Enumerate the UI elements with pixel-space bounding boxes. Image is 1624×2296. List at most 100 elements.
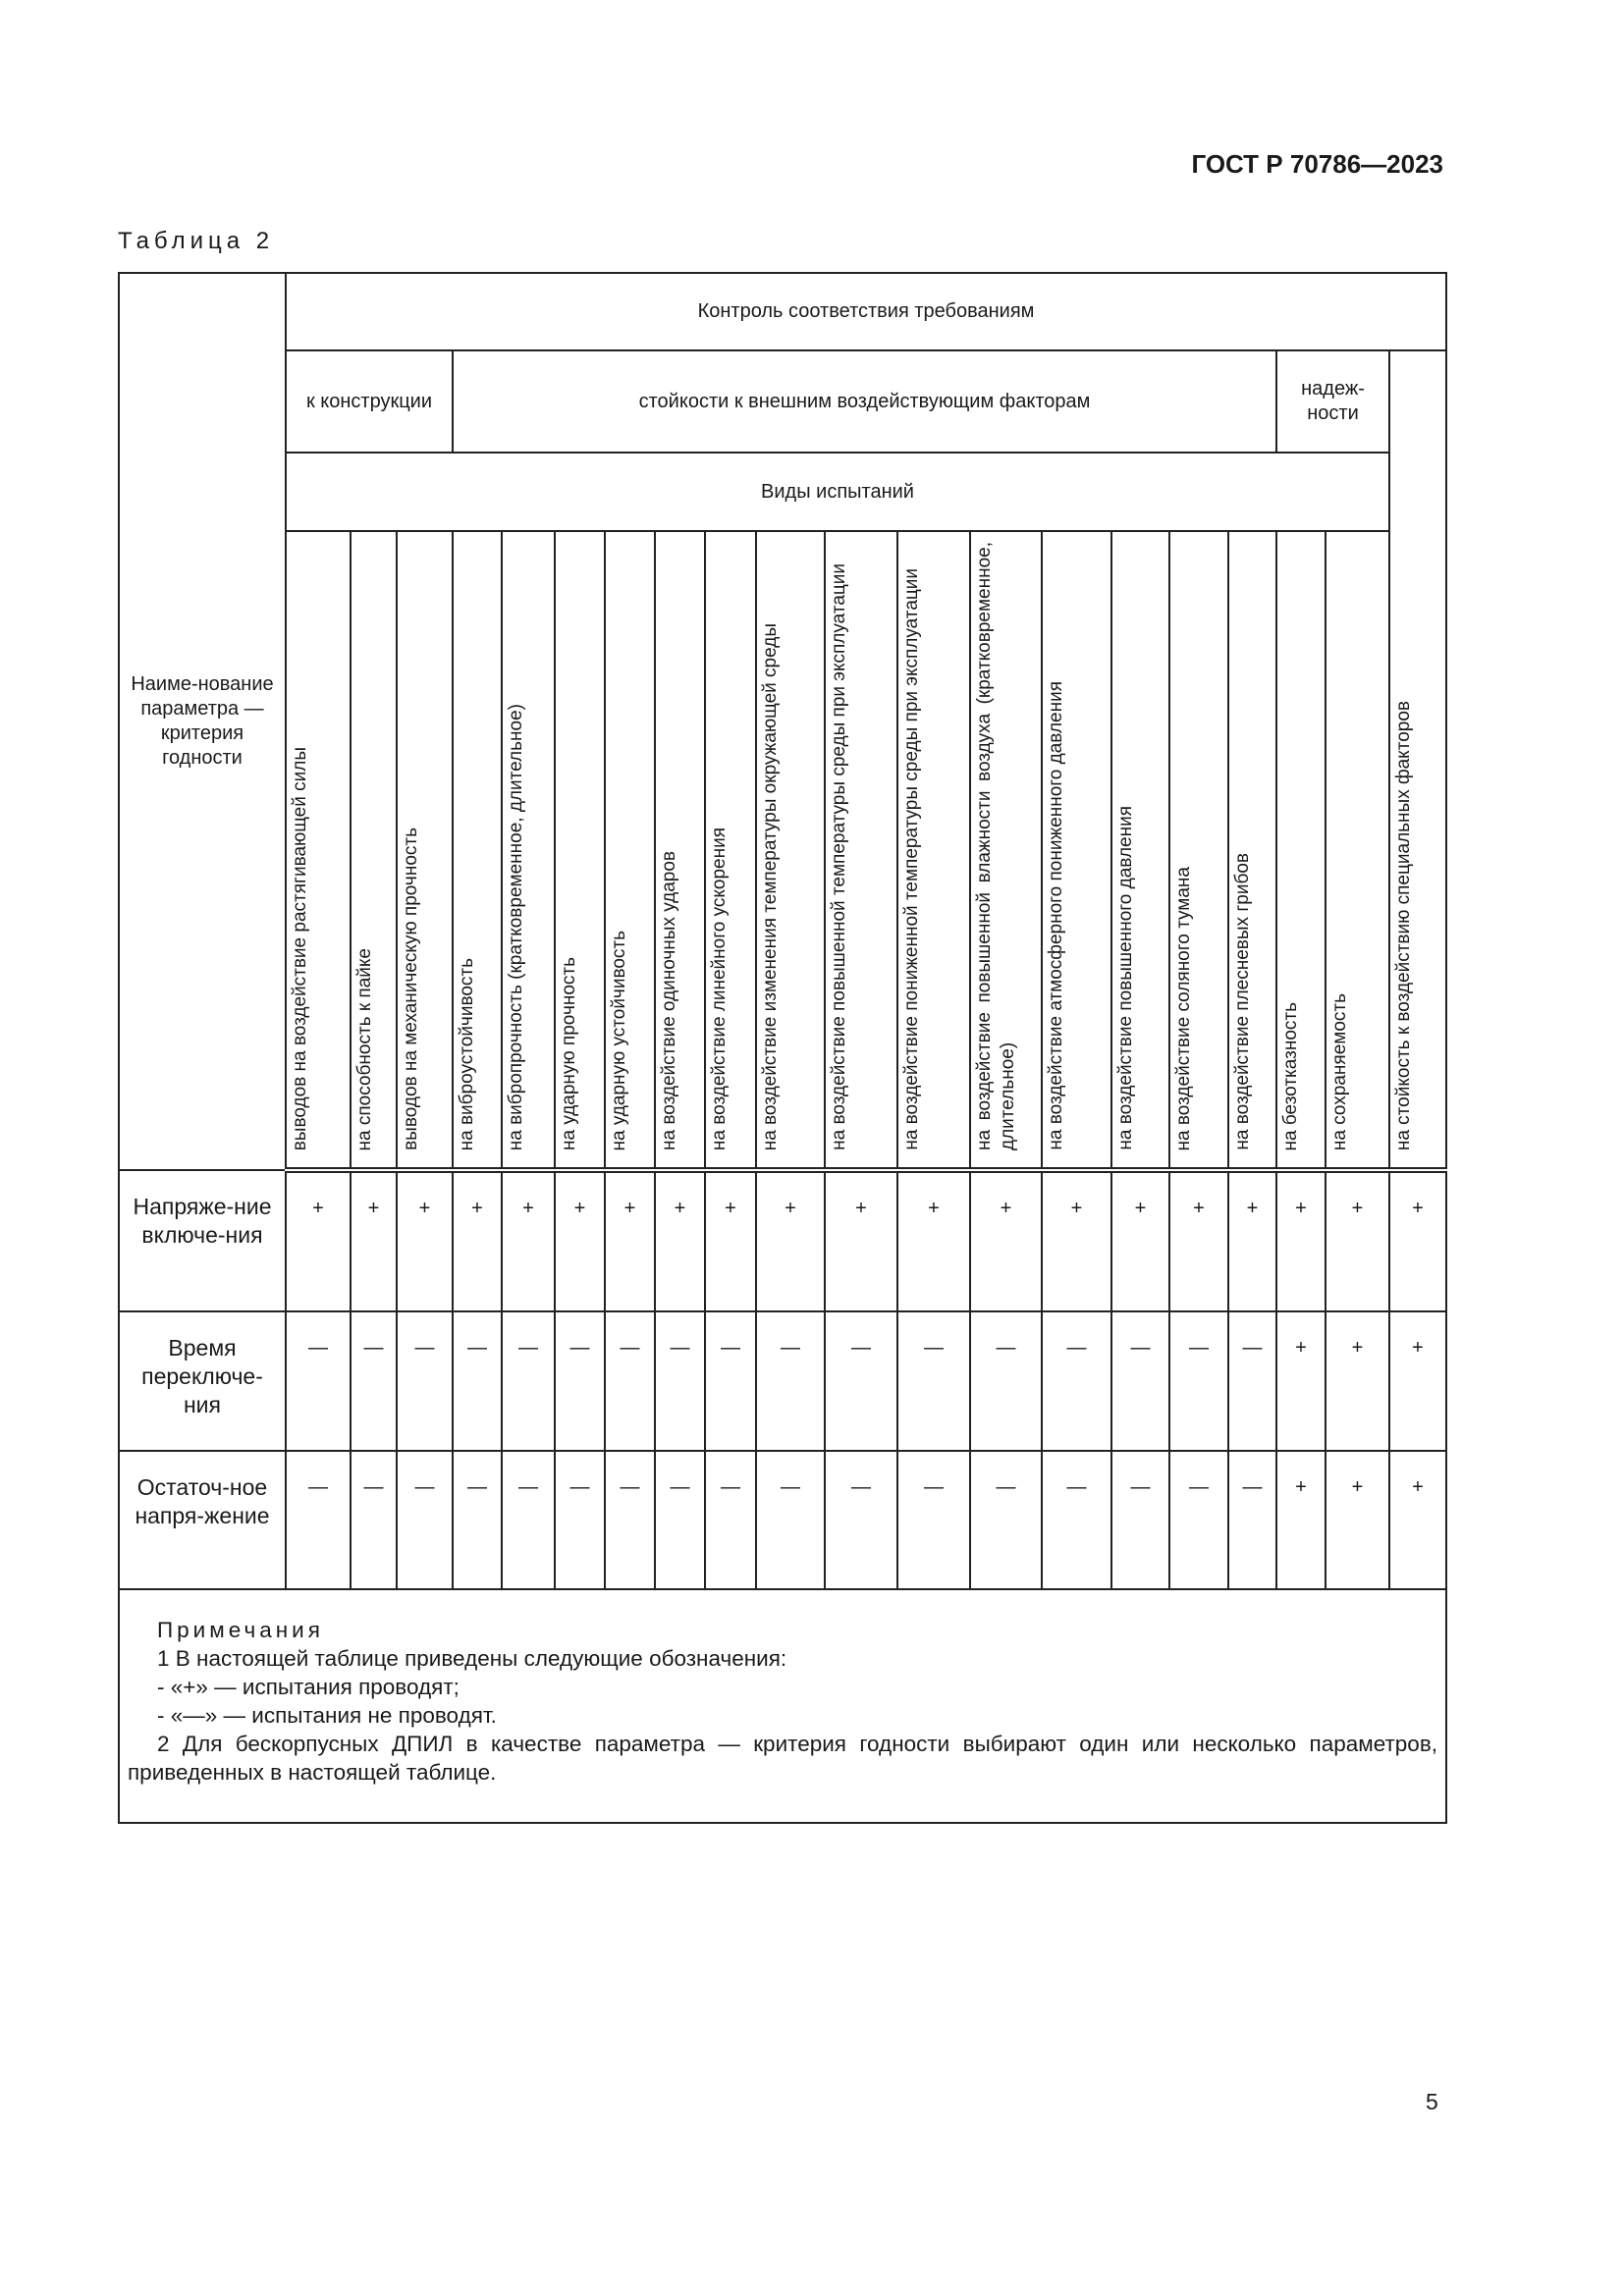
column-header: на ударную прочность (554, 530, 606, 1173)
test-mark: — (755, 1310, 826, 1452)
parameter-name: Время переключе-ния (118, 1310, 287, 1452)
group-resistance: стойкости к внешним воздействующим факто… (452, 349, 1277, 454)
notes: Примечания 1 В настоящей таблице приведе… (117, 1588, 1448, 1824)
test-mark: — (285, 1450, 352, 1590)
note-paragraph: 2 Для бескорпусных ДПИЛ в качестве парам… (128, 1732, 1438, 1785)
requirements-table: Наиме-нование параметра — критерия годно… (117, 272, 1448, 1824)
column-header: на сохраняемость (1325, 530, 1390, 1173)
test-mark: — (554, 1450, 606, 1590)
test-mark: + (604, 1169, 656, 1312)
table-caption: Таблица 2 (118, 228, 275, 254)
column-header: на вибропрочность (кратковременное, длит… (501, 530, 556, 1173)
test-mark: + (350, 1169, 398, 1312)
test-mark: + (1227, 1169, 1277, 1312)
test-mark: + (1387, 1450, 1448, 1590)
test-mark: + (755, 1169, 826, 1312)
note-line: - «—» — испытания не проводят. (157, 1703, 497, 1728)
document-code: ГОСТ Р 70786—2023 (1191, 149, 1443, 179)
test-mark: — (501, 1450, 556, 1590)
test-mark: + (1110, 1169, 1170, 1312)
test-mark: — (1041, 1450, 1112, 1590)
column-header: на стойкость к воздействию специальных ф… (1387, 349, 1448, 1173)
test-mark: + (1275, 1310, 1326, 1452)
test-mark: + (1325, 1310, 1390, 1452)
test-mark: — (1041, 1310, 1112, 1452)
test-mark: + (1387, 1169, 1448, 1312)
column-header: на воздействие повышенного давления (1110, 530, 1170, 1173)
column-header: выводов на механическую прочность (396, 530, 454, 1173)
test-mark: — (1110, 1450, 1170, 1590)
table-row: Напряже-ние включе-ния + + + + + + + + + + + + + + + + + +… (118, 1169, 1448, 1312)
test-mark: — (452, 1310, 503, 1452)
column-header: на воздействие линейного ускорения (704, 530, 757, 1173)
column-header: на ударную устойчивость (604, 530, 656, 1173)
test-mark: — (824, 1310, 898, 1452)
page-number: 5 (1426, 2089, 1438, 2114)
test-mark: + (1275, 1169, 1326, 1312)
column-header: на способность к пайке (350, 530, 398, 1173)
parameter-name: Напряже-ние включе-ния (118, 1169, 287, 1312)
test-mark: — (824, 1450, 898, 1590)
test-mark: + (704, 1169, 757, 1312)
control-header: Контроль соответствия требованиям (284, 272, 1448, 351)
column-header: на безотказность (1275, 530, 1326, 1173)
test-mark: + (396, 1169, 454, 1312)
test-mark: + (896, 1169, 971, 1312)
test-mark: + (501, 1169, 556, 1312)
test-mark: + (1168, 1169, 1229, 1312)
test-mark: — (1227, 1310, 1277, 1452)
test-mark: — (452, 1450, 503, 1590)
test-mark: — (1168, 1310, 1229, 1452)
parameter-name: Остаточ-ное напря-жение (118, 1450, 287, 1590)
group-reliability: надеж-ности (1275, 349, 1390, 454)
test-mark: + (1387, 1310, 1448, 1452)
test-mark: + (969, 1169, 1043, 1312)
test-mark: — (755, 1450, 826, 1590)
column-header: на воздействие изменения температуры окр… (755, 530, 826, 1173)
test-mark: — (1227, 1450, 1277, 1590)
group-construction: к конструкции (285, 349, 454, 454)
test-mark: — (396, 1450, 454, 1590)
test-mark: — (896, 1310, 971, 1452)
column-header: на виброустойчивость (452, 530, 503, 1173)
test-mark: — (704, 1310, 757, 1452)
column-header: на воздействие повышенной температуры ср… (824, 530, 898, 1173)
test-mark: + (452, 1169, 503, 1312)
test-mark: + (554, 1169, 606, 1312)
test-mark: — (704, 1450, 757, 1590)
test-mark: — (654, 1310, 706, 1452)
test-mark: — (1110, 1310, 1170, 1452)
test-mark: — (501, 1310, 556, 1452)
notes-title: Примечания (157, 1618, 324, 1642)
test-mark: — (350, 1450, 398, 1590)
test-mark: + (1275, 1450, 1326, 1590)
note-line: - «+» — испытания проводят; (157, 1675, 460, 1699)
test-mark: + (285, 1169, 352, 1312)
column-header: на воздействие соляного тумана (1168, 530, 1229, 1173)
test-mark: — (604, 1450, 656, 1590)
column-header: на воздействие плесневых грибов (1227, 530, 1277, 1173)
test-mark: — (969, 1450, 1043, 1590)
test-mark: — (896, 1450, 971, 1590)
column-header: на воздействие повышенной влажности возд… (969, 530, 1043, 1173)
test-mark: + (654, 1169, 706, 1312)
test-mark: — (1168, 1450, 1229, 1590)
param-header: Наиме-нование параметра — критерия годно… (118, 272, 287, 1171)
table-row: Время переключе-ния — — — — — — — — — — — — — — — — — + + + (118, 1310, 1448, 1452)
test-mark: — (554, 1310, 606, 1452)
test-mark: — (604, 1310, 656, 1452)
test-mark: + (1041, 1169, 1112, 1312)
column-header: на воздействие одиночных ударов (654, 530, 706, 1173)
test-mark: + (1325, 1450, 1390, 1590)
test-mark: + (1325, 1169, 1390, 1312)
column-header: на воздействие атмосферного пониженного … (1041, 530, 1112, 1173)
table-row: Остаточ-ное напря-жение — — — — — — — — — — — — — — — — —… (118, 1450, 1448, 1590)
test-mark: + (824, 1169, 898, 1312)
column-header: выводов на воздействие растягивающей сил… (285, 530, 352, 1173)
test-mark: — (396, 1310, 454, 1452)
test-kinds-header: Виды испытаний (285, 452, 1390, 532)
test-mark: — (350, 1310, 398, 1452)
test-mark: — (654, 1450, 706, 1590)
test-mark: — (969, 1310, 1043, 1452)
